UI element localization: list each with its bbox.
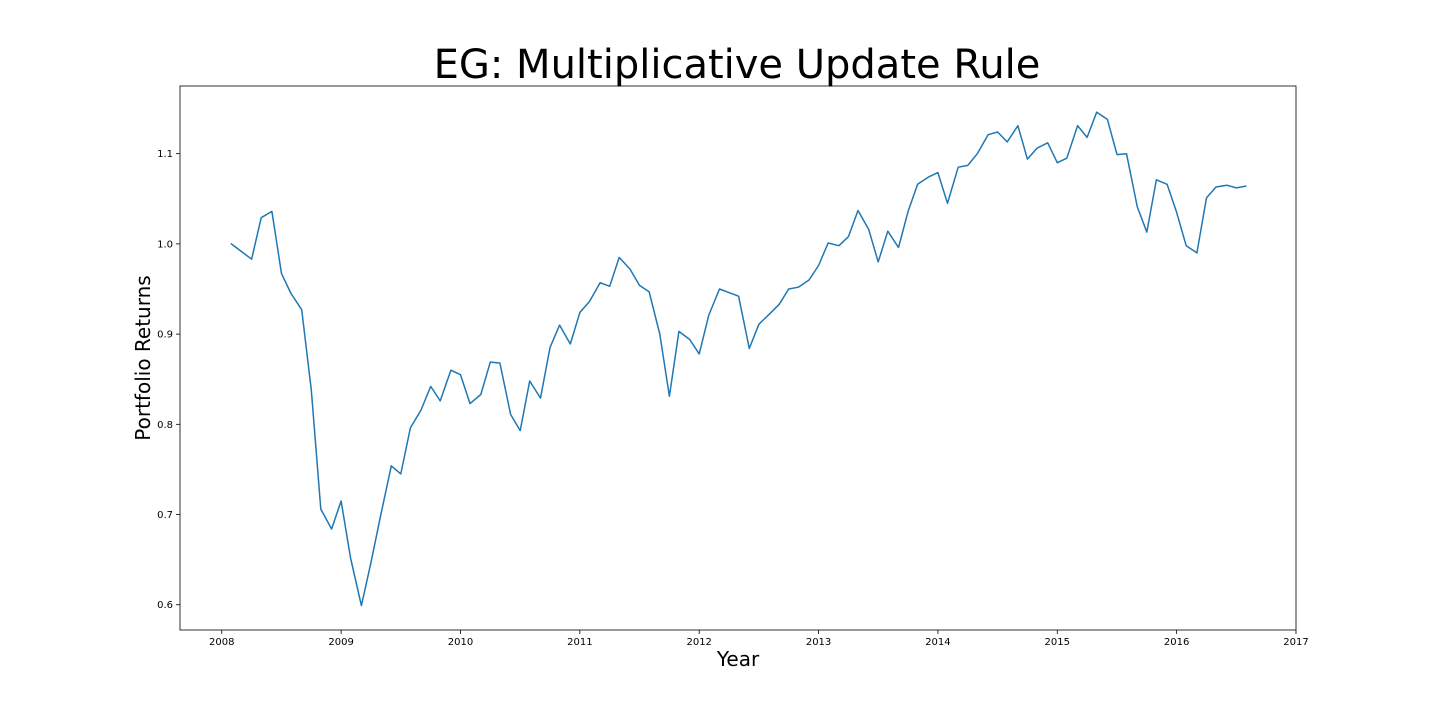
x-tick-label: 2014 [925, 637, 950, 648]
x-axis-label: Year [716, 647, 760, 671]
y-tick-label: 1.0 [157, 239, 173, 250]
chart-title: EG: Multiplicative Update Rule [434, 42, 1041, 88]
y-tick-label: 0.7 [157, 510, 173, 521]
y-axis: 0.6 0.7 0.8 0.9 1.0 1.1 [157, 149, 180, 611]
series-line [230, 111, 1247, 607]
x-tick-label: 2017 [1283, 637, 1308, 648]
x-axis: 2008 2009 2010 2011 2012 2013 2014 2015 2016 2017 [209, 630, 1309, 648]
y-axis-label: Portfolio Returns [131, 275, 155, 440]
x-tick-label: 2009 [328, 637, 353, 648]
x-tick-label: 2012 [686, 637, 711, 648]
y-tick-label: 0.8 [157, 420, 173, 431]
x-tick-label: 2010 [448, 637, 473, 648]
x-tick-label: 2015 [1045, 637, 1070, 648]
plot-frame [179, 85, 1297, 631]
y-tick-label: 1.1 [157, 149, 173, 160]
x-tick-label: 2016 [1164, 637, 1189, 648]
x-tick-label: 2008 [209, 637, 234, 648]
y-tick-label: 0.9 [157, 330, 173, 341]
x-tick-label: 2011 [567, 637, 592, 648]
y-tick-label: 0.6 [157, 600, 173, 611]
x-tick-label: 2013 [806, 637, 831, 648]
